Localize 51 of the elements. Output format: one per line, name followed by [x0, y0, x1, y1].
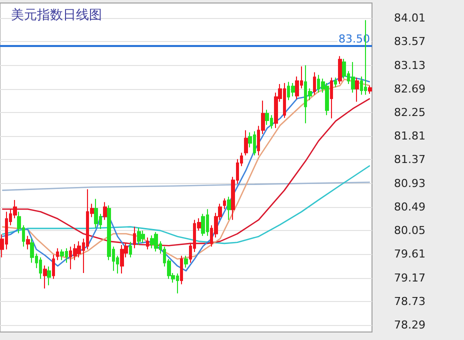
candlestick [141, 230, 145, 244]
candlestick [150, 234, 154, 249]
candlestick [180, 255, 183, 285]
y-tick-label: 83.57 [394, 35, 426, 48]
candlestick [39, 256, 42, 280]
y-tick-label: 83.13 [394, 58, 426, 72]
candlestick [26, 235, 30, 250]
line-series [1, 98, 371, 246]
y-tick-label: 80.93 [394, 176, 426, 190]
y-tick-label: 78.29 [394, 318, 426, 332]
candlestick [52, 254, 55, 280]
y-tick-label: 80.05 [394, 224, 426, 238]
candlestick [291, 82, 295, 97]
candlestick [265, 109, 269, 126]
candlestick [355, 77, 359, 102]
candlestick [154, 232, 158, 252]
candlestick [244, 130, 248, 156]
candlestick [94, 198, 98, 228]
candlestick [103, 202, 107, 220]
candlestick [368, 85, 372, 94]
y-tick-label: 79.17 [394, 271, 426, 284]
candlestick [201, 213, 205, 236]
candlestick [60, 248, 64, 261]
candlestick [351, 62, 355, 94]
y-tick-label: 79.61 [394, 248, 426, 261]
candlestick [313, 72, 316, 96]
candlestick [338, 56, 342, 85]
candlestick [184, 255, 188, 268]
candlestick [120, 244, 124, 274]
candlestick [43, 264, 47, 290]
y-tick-label: 82.69 [394, 82, 426, 96]
line-series [1, 164, 371, 244]
line-series [1, 182, 371, 191]
candlestick [325, 82, 329, 116]
y-tick-label: 80.49 [394, 200, 426, 214]
y-tick-label: 84.01 [394, 12, 426, 25]
candlestick [223, 198, 226, 210]
chart-title: 美元指数日线图 [11, 7, 102, 23]
candlestick [227, 196, 231, 220]
candlestick [146, 237, 149, 250]
candlestick [137, 227, 141, 246]
y-tick-label: 81.37 [394, 153, 426, 166]
y-tick-label: 78.73 [394, 294, 426, 308]
y-tick-label: 82.25 [394, 106, 426, 119]
candlestick [56, 248, 59, 261]
candlestick [330, 77, 333, 119]
candlestick [129, 241, 132, 258]
candlestick [133, 226, 136, 249]
candlestick [47, 266, 51, 286]
candlestick [334, 77, 337, 88]
y-tick-label: 81.81 [394, 130, 426, 143]
